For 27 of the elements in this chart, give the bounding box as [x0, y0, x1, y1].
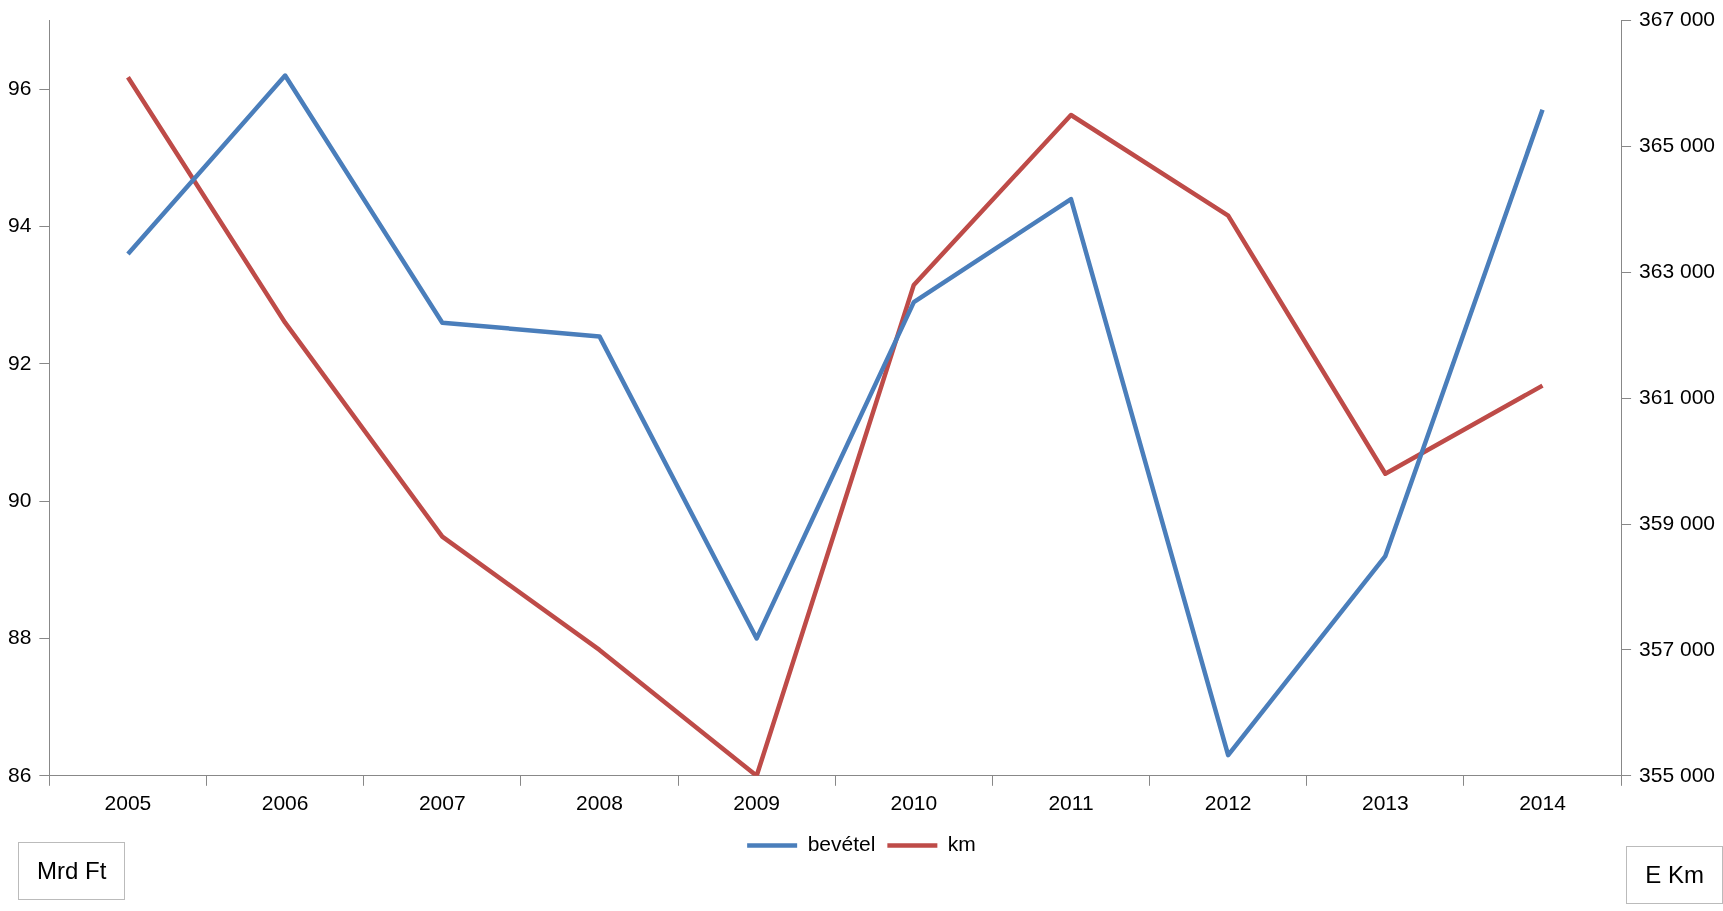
x-tick-label: 2007: [418, 791, 466, 815]
y2-tick-label: 361 000: [1639, 385, 1716, 408]
x-tick-label: 2013: [1361, 791, 1409, 815]
y-tick-label: 94: [8, 213, 32, 237]
y2-tick-label: 359 000: [1639, 510, 1716, 534]
x-tick-label: 2008: [576, 791, 623, 815]
y2-tick-label: 365 000: [1639, 133, 1716, 157]
x-tick-label: 2010: [890, 791, 938, 815]
text: Mrd Ft: [18, 842, 126, 900]
x-tick-label: 2014: [1519, 791, 1567, 815]
y-tick-label: 90: [8, 487, 32, 511]
legend-label: bevétel: [807, 832, 876, 856]
y2-tick-label: 367 000: [1639, 7, 1716, 31]
y-tick-label: 92: [8, 350, 32, 374]
y-tick-label: 96: [8, 76, 32, 100]
y2-tick-label: 363 000: [1639, 259, 1716, 283]
y-tick-label: 86: [8, 762, 32, 786]
y2-tick-label: 357 000: [1639, 636, 1716, 660]
legend-label: km: [947, 832, 976, 856]
x-tick-label: 2005: [104, 791, 152, 815]
y2-tick-label: 355 000: [1639, 762, 1716, 786]
y-tick-label: 88: [8, 625, 32, 649]
x-tick-label: 2012: [1204, 791, 1252, 815]
text: E Km: [1626, 846, 1723, 904]
x-tick-label: 2006: [261, 791, 309, 815]
x-tick-label: 2011: [1048, 791, 1094, 815]
x-tick-label: 2009: [733, 791, 780, 815]
